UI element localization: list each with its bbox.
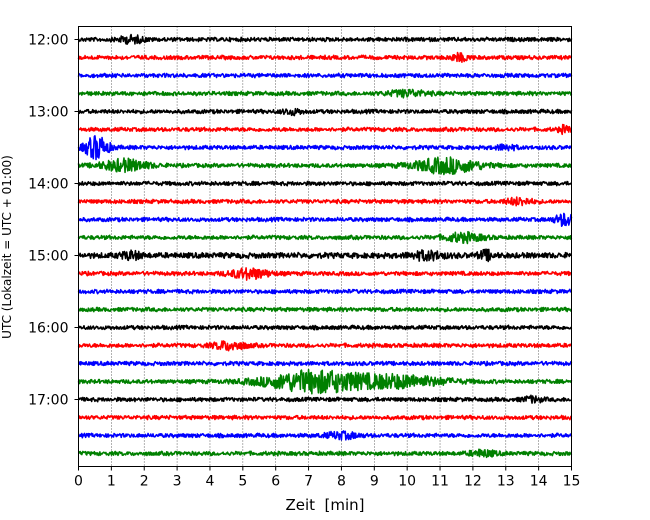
x-tick-label: 1 bbox=[107, 474, 116, 490]
x-tick-label: 12 bbox=[464, 474, 482, 490]
trace-1315 bbox=[77, 123, 572, 136]
trace-1245 bbox=[77, 88, 573, 99]
y-tick-label: 12:00 bbox=[28, 33, 68, 49]
trace-1630 bbox=[78, 360, 573, 367]
y-tick-label: 17:00 bbox=[28, 393, 68, 409]
y-axis-label: UTC (Lokalzeit = UTC + 01:00) bbox=[0, 155, 14, 339]
x-axis-label: Zeit [min] bbox=[285, 496, 364, 514]
x-tick-label: 2 bbox=[140, 474, 149, 490]
trace-1230 bbox=[77, 72, 573, 79]
trace-1615 bbox=[77, 340, 573, 352]
trace-1745 bbox=[77, 448, 573, 459]
trace-1530 bbox=[77, 288, 573, 295]
x-tick-label: 15 bbox=[563, 474, 581, 490]
x-tick-label: 0 bbox=[74, 474, 83, 490]
trace-1645 bbox=[77, 368, 573, 395]
trace-1445 bbox=[77, 230, 573, 245]
plot-frame bbox=[78, 26, 572, 467]
x-tick-label: 11 bbox=[431, 474, 449, 490]
x-tick-label: 14 bbox=[530, 474, 548, 490]
y-axis: 12:00 13:00 14:00 15:00 16:00 17:00 bbox=[28, 33, 79, 409]
x-tick-label: 8 bbox=[337, 474, 346, 490]
trace-1500 bbox=[78, 248, 573, 263]
x-tick-label: 4 bbox=[206, 474, 215, 490]
trace-1545 bbox=[77, 306, 572, 313]
trace-1600 bbox=[77, 324, 573, 331]
trace-1300 bbox=[77, 107, 573, 117]
x-tick-label: 10 bbox=[398, 474, 416, 490]
vertical-grid bbox=[111, 26, 539, 467]
x-axis: 0 1 2 3 4 5 6 7 8 9 10 11 12 13 14 15 bbox=[74, 466, 581, 490]
trace-1215 bbox=[77, 51, 573, 63]
trace-1400 bbox=[77, 180, 573, 187]
x-tick-label: 9 bbox=[370, 474, 379, 490]
x-tick-label: 7 bbox=[304, 474, 313, 490]
trace-1715 bbox=[78, 414, 573, 421]
trace-1730 bbox=[77, 430, 573, 441]
x-tick-label: 13 bbox=[497, 474, 515, 490]
y-tick-label: 16:00 bbox=[28, 321, 68, 337]
x-tick-label: 5 bbox=[238, 474, 247, 490]
y-tick-label: 14:00 bbox=[28, 177, 68, 193]
trace-1345 bbox=[77, 156, 572, 176]
x-tick-label: 6 bbox=[271, 474, 280, 490]
y-tick-label: 15:00 bbox=[28, 249, 68, 265]
trace-1330 bbox=[77, 135, 573, 161]
trace-1415 bbox=[77, 196, 573, 207]
trace-1430 bbox=[77, 212, 573, 227]
x-tick-label: 3 bbox=[173, 474, 182, 490]
trace-1515 bbox=[77, 267, 572, 281]
trace-1200 bbox=[77, 33, 573, 45]
trace-1700 bbox=[78, 394, 572, 404]
y-tick-label: 13:00 bbox=[28, 105, 68, 121]
traces bbox=[77, 33, 573, 459]
